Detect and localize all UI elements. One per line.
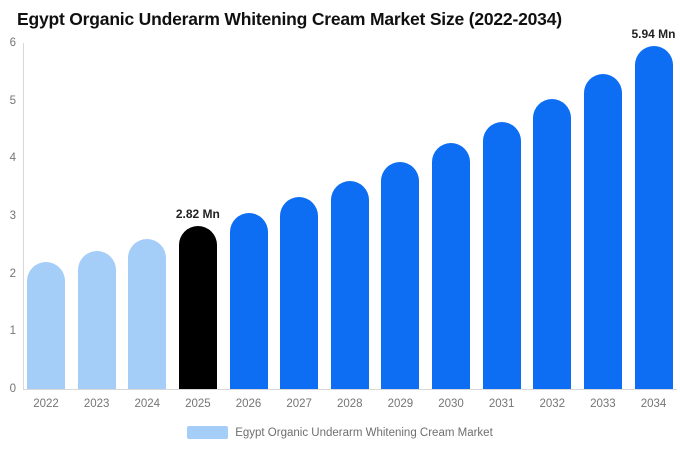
bar-2026[interactable] xyxy=(229,212,268,389)
x-tick-label-2031: 2031 xyxy=(488,398,515,410)
chart-title: Egypt Organic Underarm Whitening Cream M… xyxy=(17,9,562,29)
bar-2033[interactable] xyxy=(583,73,622,389)
bar-2032[interactable] xyxy=(533,98,572,389)
legend: Egypt Organic Underarm Whitening Cream M… xyxy=(0,426,680,439)
x-tick-label-2025: 2025 xyxy=(185,398,211,410)
bar-2030[interactable] xyxy=(432,142,470,389)
bar-2022[interactable] xyxy=(27,262,65,389)
y-tick-label-0: 0 xyxy=(9,383,16,395)
data-label-2025: 2.82 Mn xyxy=(175,207,220,222)
y-tick-label-4: 4 xyxy=(9,152,16,165)
bar-2027[interactable] xyxy=(280,196,319,389)
y-tick-label-2: 2 xyxy=(9,267,16,280)
bar-2025[interactable] xyxy=(178,226,217,389)
x-tick-label-2028: 2028 xyxy=(336,398,363,410)
y-tick-label-6: 6 xyxy=(9,37,16,49)
x-tick-label-2022: 2022 xyxy=(33,398,59,410)
bar-2034[interactable] xyxy=(634,46,673,389)
bar-2024[interactable] xyxy=(128,239,167,389)
x-tick-label-2026: 2026 xyxy=(235,398,262,410)
data-label-2034: 5.94 Mn xyxy=(631,27,676,42)
legend-label: Egypt Organic Underarm Whitening Cream M… xyxy=(235,426,493,439)
x-tick-label-2034: 2034 xyxy=(640,398,667,410)
x-tick-label-2029: 2029 xyxy=(387,398,414,410)
x-axis-line xyxy=(23,389,677,390)
y-tick-label-3: 3 xyxy=(9,210,16,222)
bar-2023[interactable] xyxy=(77,251,116,389)
bar-2029[interactable] xyxy=(381,162,420,389)
bar-2031[interactable] xyxy=(482,122,521,389)
x-tick-label-2024: 2024 xyxy=(134,398,161,410)
bar-2028[interactable] xyxy=(330,180,369,389)
legend-swatch xyxy=(187,426,229,439)
x-tick-label-2032: 2032 xyxy=(539,398,566,410)
x-tick-label-2023: 2023 xyxy=(83,398,110,410)
x-tick-label-2030: 2030 xyxy=(438,398,464,410)
y-axis-line xyxy=(23,43,24,389)
x-tick-label-2033: 2033 xyxy=(590,398,616,410)
y-tick-label-1: 1 xyxy=(9,325,16,338)
plot-area: 0 1 2 3 4 5 6 2022 2023 2024 2025 2026 2027 2028 2029… xyxy=(9,27,677,410)
x-tick-label-2027: 2027 xyxy=(286,398,312,410)
y-tick-label-5: 5 xyxy=(9,94,16,107)
